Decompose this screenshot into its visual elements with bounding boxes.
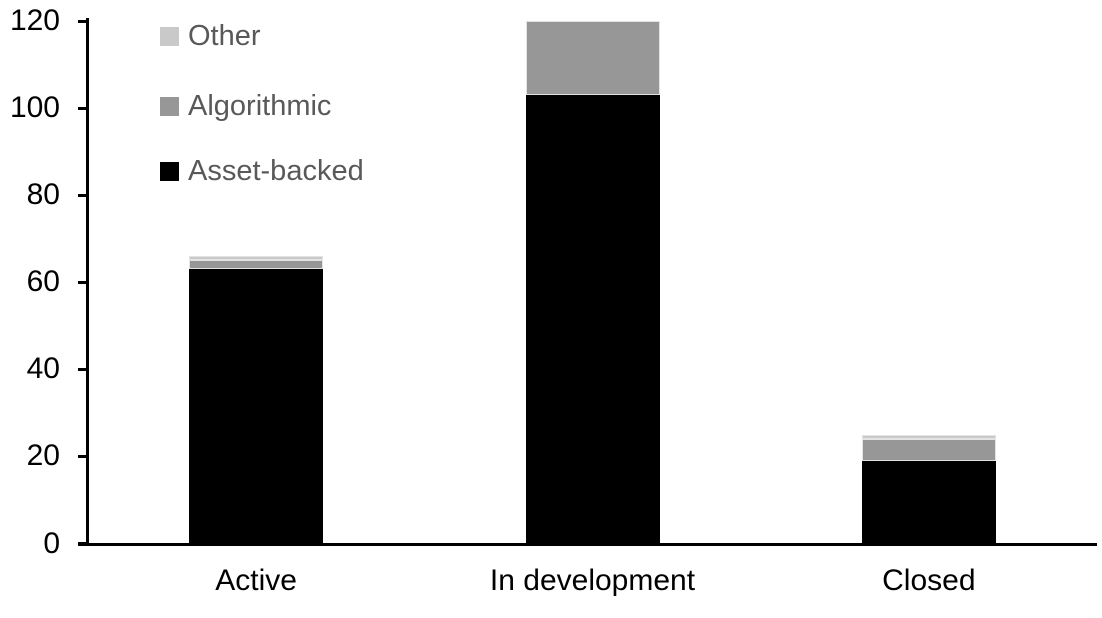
- y-tick-mark: [78, 106, 89, 110]
- legend-label-other: Other: [188, 20, 261, 52]
- y-tick-mark: [78, 193, 89, 197]
- legend-label-algorithmic: Algorithmic: [188, 90, 332, 122]
- y-tick-label: 100: [9, 91, 60, 125]
- bar-segment-closed-other: [861, 434, 996, 439]
- legend-swatch-asset-backed-icon: [160, 161, 179, 181]
- y-tick-mark: [78, 542, 89, 545]
- legend-swatch-algorithmic-icon: [160, 96, 179, 116]
- legend-swatch-other-icon: [160, 26, 179, 46]
- y-tick-label: 60: [26, 265, 60, 299]
- y-tick-mark: [78, 454, 89, 458]
- x-axis-line: [78, 543, 1097, 546]
- bar-segment-active-asset-backed: [189, 269, 324, 544]
- y-tick-label: 80: [26, 178, 60, 212]
- bar-segment-in-development-algorithmic: [525, 21, 660, 96]
- y-tick-label: 40: [26, 352, 60, 386]
- bar-segment-active-other: [189, 256, 324, 261]
- x-axis-label-closed: Closed: [882, 564, 976, 597]
- x-axis-label-in-development: In development: [489, 564, 696, 597]
- legend-item-asset-backed: Asset-backed: [160, 156, 364, 186]
- bar-segment-in-development-asset-backed: [525, 95, 660, 544]
- y-tick-mark: [78, 19, 89, 23]
- bar-segment-closed-asset-backed: [861, 460, 996, 544]
- bar-segment-closed-algorithmic: [861, 439, 996, 461]
- y-tick-mark: [78, 367, 89, 371]
- y-tick-label: 0: [43, 526, 60, 560]
- y-tick-label: 20: [26, 439, 60, 473]
- x-axis-label-active: Active: [215, 564, 297, 597]
- legend-label-asset-backed: Asset-backed: [188, 155, 364, 187]
- bar-segment-active-algorithmic: [189, 260, 324, 270]
- y-tick-mark: [78, 280, 89, 284]
- y-tick-label: 120: [9, 4, 60, 37]
- legend-item-other: Other: [160, 21, 261, 51]
- legend-item-algorithmic: Algorithmic: [160, 91, 331, 121]
